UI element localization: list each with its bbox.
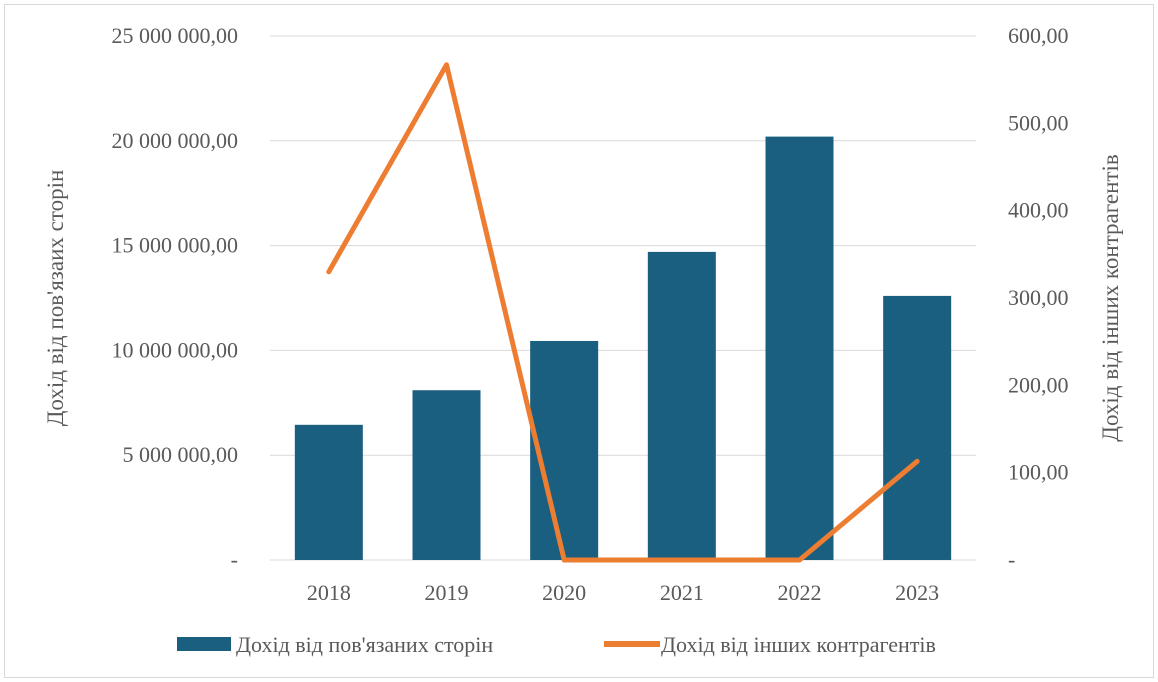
left-tick-label: 25 000 000,00 — [112, 23, 239, 48]
right-tick-label: 600,00 — [1008, 23, 1069, 48]
right-tick-label: 400,00 — [1008, 198, 1069, 223]
bar — [883, 295, 952, 560]
legend-line-label: Дохід від інших контрагентів — [661, 632, 936, 657]
bar-series — [294, 136, 952, 560]
right-axis-title: Дохід від інших контрагентів — [1098, 154, 1123, 442]
bar — [412, 390, 481, 560]
x-tick-label: 2022 — [778, 580, 822, 605]
left-axis-ticks: - 5 000 000,00 10 000 000,00 15 000 000,00 2… — [112, 23, 239, 572]
x-axis-ticks: 2018 2019 2020 2021 2022 2023 — [307, 580, 939, 605]
left-tick-label: 5 000 000,00 — [123, 442, 239, 467]
x-tick-label: 2019 — [425, 580, 469, 605]
left-tick-label: 10 000 000,00 — [112, 337, 239, 362]
right-tick-label: 200,00 — [1008, 372, 1069, 397]
bar — [647, 251, 716, 560]
legend-bar-swatch — [177, 637, 231, 651]
bar — [530, 340, 599, 560]
line-path — [326, 62, 920, 563]
bar — [294, 424, 363, 560]
legend-bar-label: Дохід від пов'язаних сторін — [236, 632, 493, 657]
right-axis-ticks: - 100,00 200,00 300,00 400,00 500,00 600,00 — [1008, 23, 1069, 572]
left-tick-label: - — [231, 547, 238, 572]
x-tick-label: 2020 — [542, 580, 586, 605]
right-tick-label: 300,00 — [1008, 285, 1069, 310]
left-axis-title: Дохід від пов'язаих сторін — [43, 170, 68, 427]
bar — [765, 136, 834, 560]
left-tick-label: 20 000 000,00 — [112, 128, 239, 153]
x-tick-label: 2018 — [307, 580, 351, 605]
x-tick-label: 2023 — [895, 580, 939, 605]
left-tick-label: 15 000 000,00 — [112, 233, 239, 258]
x-tick-label: 2021 — [660, 580, 704, 605]
line-series — [326, 62, 920, 563]
gridlines — [270, 35, 976, 561]
right-tick-label: - — [1008, 547, 1015, 572]
legend: Дохід від пов'язаних сторін Дохід від ін… — [177, 632, 936, 657]
right-tick-label: 100,00 — [1008, 460, 1069, 485]
right-tick-label: 500,00 — [1008, 110, 1069, 135]
